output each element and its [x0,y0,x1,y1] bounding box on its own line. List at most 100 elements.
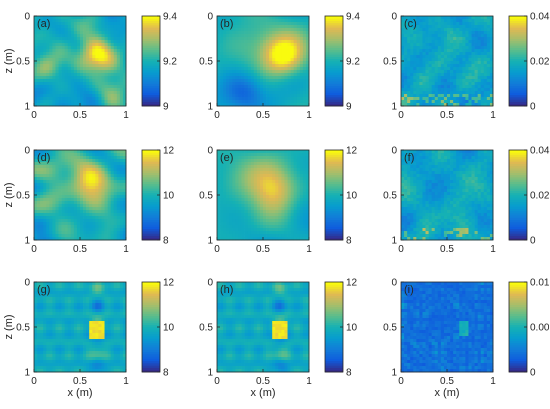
heatmap-cell [437,61,442,65]
heatmap-cell [43,171,47,175]
heatmap-cell [34,189,38,193]
heatmap-cell [86,22,90,26]
heatmap-cell [80,237,84,241]
heatmap-cell [434,73,439,77]
heatmap-cell [80,88,84,92]
heatmap-cell [238,25,242,29]
heatmap-cell [92,162,96,166]
heatmap-cell [95,34,99,38]
heatmap-cell [440,94,445,98]
heatmap-cell [296,189,301,193]
heatmap-cell [247,156,252,160]
heatmap-cell [440,37,445,41]
heatmap-cell [64,49,69,53]
heatmap-cell [101,94,105,98]
heatmap-cell [447,67,451,71]
heatmap-cell [52,156,56,160]
heatmap-cell [450,70,454,74]
heatmap-cell [110,153,115,157]
heatmap-cell [278,150,282,154]
heatmap-cell [440,85,445,89]
heatmap-cell [263,91,267,95]
heatmap-cell [49,210,53,214]
heatmap-cell [419,40,423,44]
heatmap-cell [86,91,90,95]
heatmap-cell [281,192,285,196]
heatmap-cell [116,228,121,232]
heatmap-cell [229,234,233,238]
heatmap-cell [290,103,295,107]
heatmap-cell [43,162,47,166]
heatmap-cell [474,97,479,101]
heatmap-cell [101,234,105,238]
heatmap-cell [437,28,442,32]
heatmap-cell [284,16,288,20]
heatmap-cell [269,43,273,47]
heatmap-cell [244,150,249,154]
heatmap-cell [416,43,420,47]
heatmap-cell [76,234,81,238]
heatmap-cell [459,76,463,80]
heatmap-cell [76,213,81,217]
heatmap-cell [263,25,267,29]
heatmap-cell [122,79,127,83]
heatmap-cell [489,94,494,98]
heatmap-cell [253,73,258,77]
colorbar-segment [325,181,343,185]
heatmap-cell [284,159,288,163]
colorbar-segment [325,183,343,187]
heatmap-cell [104,55,108,59]
heatmap-cell [281,201,285,205]
heatmap-cell [223,31,227,35]
heatmap-cell [296,34,301,38]
heatmap-cell [462,156,466,160]
heatmap-cell [220,103,224,107]
heatmap-cell [43,58,47,62]
heatmap-cell [113,43,118,47]
heatmap-cell [247,159,252,163]
heatmap-cell [235,97,239,101]
colorbar-segment [142,81,160,84]
heatmap-cell [272,34,276,38]
heatmap-cell [49,171,53,175]
heatmap-cell [431,94,436,98]
heatmap-cell [272,55,276,59]
heatmap-cell [119,103,124,107]
heatmap-cell [256,103,261,107]
heatmap-cell [465,61,469,65]
heatmap-cell [226,55,230,59]
heatmap-cell [61,171,66,175]
heatmap-cell [453,67,457,71]
colorbar-segment [142,172,160,176]
heatmap-cell [299,58,304,62]
colorbar-segment [142,40,160,44]
heatmap-cell [305,49,310,53]
heatmap-cell [49,73,53,77]
heatmap-cell [104,192,108,196]
heatmap-cell [428,91,433,95]
heatmap-cell [407,165,411,169]
heatmap-cell [122,94,127,98]
heatmap-cell [34,201,38,205]
heatmap-cell [49,37,53,41]
heatmap-cell [64,76,69,80]
heatmap-cell [98,43,102,47]
heatmap-cell [462,55,466,59]
heatmap-cell [256,165,261,169]
heatmap-cell [52,55,56,59]
heatmap-cell [73,216,78,220]
heatmap-cell [299,52,304,56]
heatmap-cell [34,16,38,20]
heatmap-cell [468,103,472,107]
heatmap-cell [244,52,249,56]
colorbar-segment [325,103,343,107]
heatmap-cell [113,22,118,26]
heatmap-cell [73,49,78,53]
heatmap-cell [76,16,81,20]
heatmap-cell [49,189,53,193]
heatmap-cell [110,88,115,92]
heatmap-cell [269,58,273,62]
heatmap-cell [266,34,270,38]
heatmap-cell [119,61,124,65]
